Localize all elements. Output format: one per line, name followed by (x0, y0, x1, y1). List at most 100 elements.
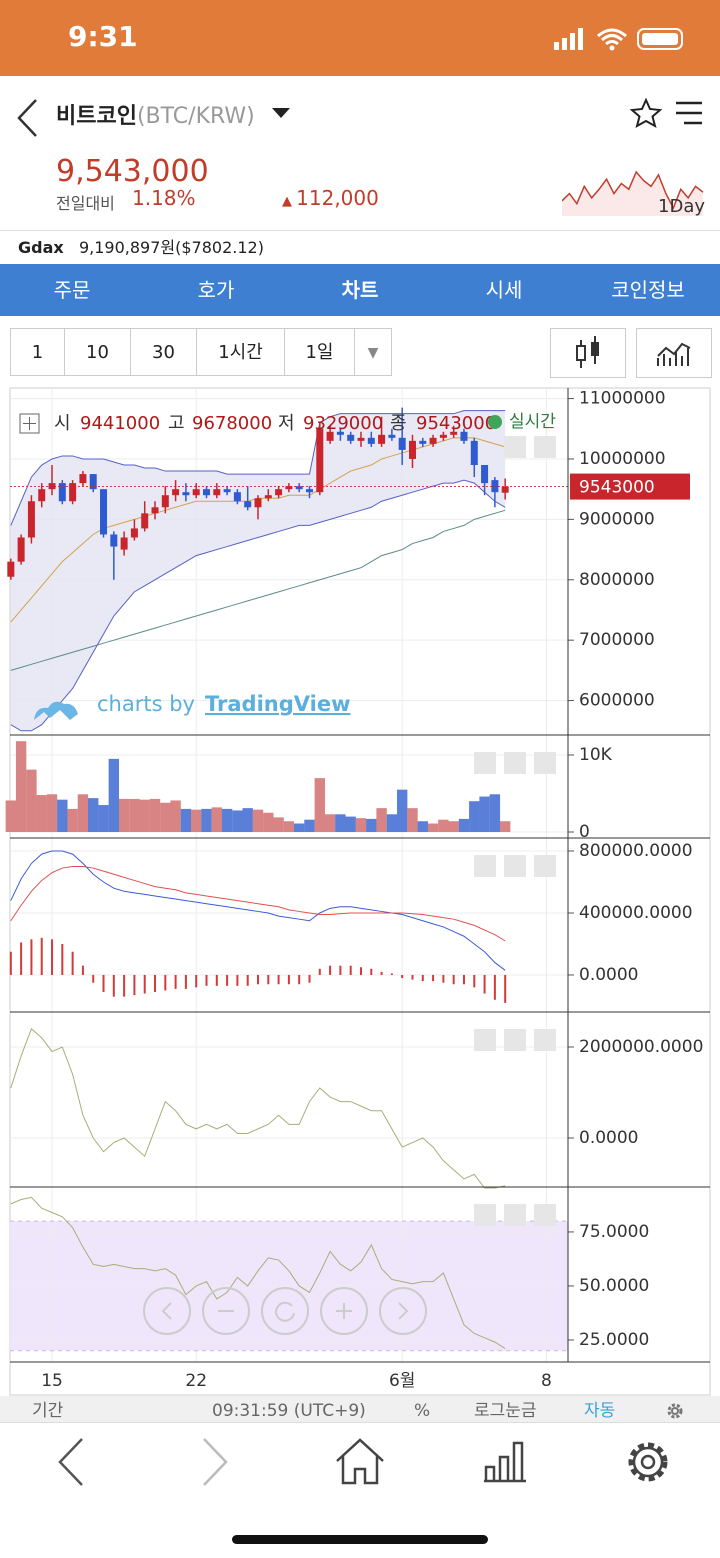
pane-button[interactable] (534, 1204, 556, 1226)
menu[interactable] (674, 100, 704, 126)
candle-body (429, 437, 437, 444)
pane-button[interactable] (534, 436, 556, 458)
pane-button[interactable] (474, 855, 496, 877)
zoom-in[interactable] (320, 1287, 368, 1335)
change-label: 전일대비 (56, 194, 115, 213)
pane-button[interactable] (474, 1204, 496, 1226)
interval-button[interactable]: 1시간 (196, 328, 285, 376)
back-button[interactable] (14, 98, 40, 138)
volume-bar (469, 801, 480, 832)
candle-body (58, 483, 66, 502)
home-indicator (232, 1535, 488, 1544)
settings-button[interactable] (664, 1400, 686, 1422)
volume-bar (118, 798, 130, 832)
interval-button[interactable]: 1일 (284, 328, 355, 376)
volume-bar (479, 796, 490, 832)
zoom-out[interactable] (202, 1287, 250, 1335)
sparkline-line (562, 170, 704, 210)
sparkline (562, 170, 704, 216)
pane-button[interactable] (504, 855, 526, 877)
volume-bar (88, 798, 99, 832)
indicator-line (10, 479, 506, 732)
tab[interactable]: 코인정보 (611, 278, 685, 302)
pane-button[interactable] (534, 752, 556, 774)
chart-footer (0, 1396, 720, 1422)
volume-bar (386, 814, 398, 832)
pane-button[interactable] (504, 752, 526, 774)
volume-bar (335, 814, 346, 832)
pane-button[interactable] (534, 855, 556, 877)
tab-active[interactable]: 차트 (341, 278, 379, 302)
nav-home[interactable] (334, 1437, 386, 1487)
log-button[interactable]: 로그눈금 (474, 1401, 537, 1421)
price: 9,543,000 (56, 154, 209, 189)
candle-body (491, 480, 499, 493)
candle-body (285, 486, 293, 490)
nav-back[interactable] (56, 1437, 86, 1487)
volume-bar (458, 818, 470, 832)
volume-bar (77, 794, 89, 832)
scroll-left[interactable] (143, 1287, 191, 1335)
volume-bar (427, 823, 439, 832)
exchange-price: 9,190,897원($7802.12) (78, 238, 264, 257)
candle-body (481, 465, 489, 484)
legend-value: 9678000 (192, 413, 272, 434)
exchange: Gdax 9,190,897원($7802.12) (18, 234, 264, 258)
tab[interactable]: 시세 (485, 278, 523, 302)
y-tick-label: 11000000 (579, 389, 666, 409)
chart-type-button[interactable] (550, 328, 626, 378)
volume-bar (26, 769, 37, 832)
y-tick-label: 75.0000 (579, 1222, 649, 1242)
candle-body (501, 486, 509, 493)
range-button[interactable]: 기간 (32, 1401, 64, 1421)
indicator-line (10, 509, 506, 671)
pane-button[interactable] (504, 1029, 526, 1051)
favorite[interactable] (630, 98, 662, 128)
candle-body (367, 437, 375, 444)
band-fill (10, 410, 506, 731)
realtime-label: 실시간 (509, 412, 556, 432)
nav-settings[interactable] (622, 1437, 674, 1487)
legend-toggle-icon (23, 417, 36, 430)
pane-button[interactable] (504, 436, 526, 458)
scroll-right[interactable] (379, 1287, 427, 1335)
candle-body (172, 489, 180, 496)
y-tick-label: 10K (579, 745, 613, 765)
interval-more[interactable]: ▼ (354, 328, 392, 376)
pane-button[interactable] (504, 1204, 526, 1226)
pane-button[interactable] (534, 1029, 556, 1051)
volume-bar (489, 794, 501, 832)
tab[interactable]: 주문 (53, 278, 91, 302)
candle-body (233, 492, 241, 502)
volume-bar (36, 795, 47, 832)
legend-label: 시 (54, 413, 71, 434)
dropdown[interactable] (270, 106, 292, 120)
nav-chart[interactable] (480, 1437, 530, 1487)
auto-button[interactable]: 자동 (584, 1401, 616, 1421)
volume-bar (417, 821, 428, 832)
indicator-button[interactable] (636, 328, 712, 378)
watermark-logo (34, 701, 78, 720)
volume-bar (191, 809, 202, 832)
volume-bar (499, 821, 511, 832)
reset[interactable] (261, 1287, 309, 1335)
volume-bar (201, 808, 212, 832)
y-tick-label: 8000000 (579, 570, 655, 590)
tab[interactable]: 호가 (197, 278, 235, 302)
interval-button[interactable]: 10 (64, 328, 131, 376)
interval-button[interactable]: 1 (10, 328, 65, 376)
watermark-brand: TradingView (205, 692, 350, 716)
y-tick-label: 9000000 (579, 509, 655, 529)
x-tick-label: 22 (185, 1371, 207, 1391)
interval-button[interactable]: 30 (130, 328, 197, 376)
volume-bar (345, 816, 356, 832)
indicator-line (10, 410, 506, 526)
pane-button[interactable] (474, 1029, 496, 1051)
volume-bar (46, 794, 58, 832)
pane-button[interactable] (474, 752, 496, 774)
percent-button[interactable]: % (414, 1401, 431, 1421)
nav-forward[interactable] (200, 1437, 230, 1487)
x-tick-label: 6월 (389, 1371, 415, 1391)
candle-body (254, 498, 262, 508)
